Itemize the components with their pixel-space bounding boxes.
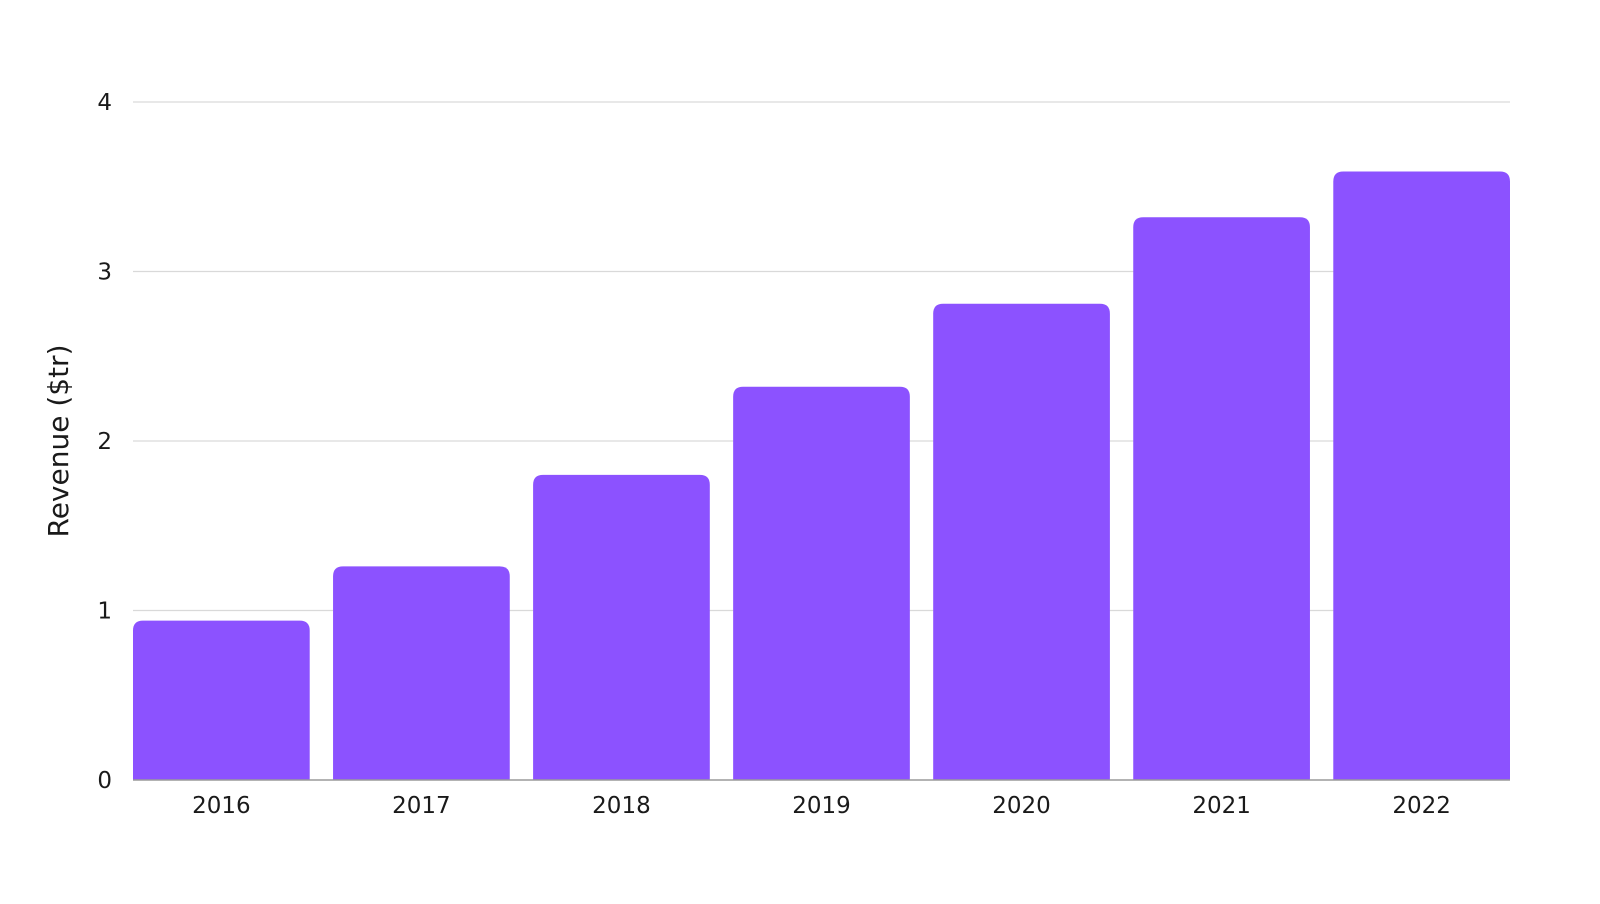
y-tick-labels: 0 1 2 3 4 <box>97 90 112 794</box>
y-axis-title: Revenue ($tr) <box>42 345 75 538</box>
bar-2021 <box>1133 217 1310 780</box>
y-tick-label: 4 <box>97 90 112 116</box>
bar-2017 <box>333 566 510 780</box>
x-tick-label: 2018 <box>592 793 651 819</box>
bar-2018 <box>533 474 710 780</box>
y-tick-label: 2 <box>97 429 112 455</box>
x-tick-label: 2019 <box>792 793 851 819</box>
x-tick-label: 2017 <box>392 793 451 819</box>
x-tick-labels: 2016 2017 2018 2019 2020 2021 2022 <box>192 793 1451 819</box>
bar-2020 <box>933 303 1110 780</box>
x-tick-label: 2016 <box>192 793 251 819</box>
y-tick-label: 3 <box>97 260 112 286</box>
bar-2022 <box>1333 171 1510 780</box>
y-tick-label: 0 <box>97 768 112 794</box>
bars <box>133 171 1510 780</box>
bar-2016 <box>133 620 310 780</box>
y-tick-label: 1 <box>97 599 112 625</box>
x-tick-label: 2021 <box>1192 793 1251 819</box>
x-tick-label: 2020 <box>992 793 1051 819</box>
x-tick-label: 2022 <box>1392 793 1451 819</box>
bar-2019 <box>733 386 910 780</box>
